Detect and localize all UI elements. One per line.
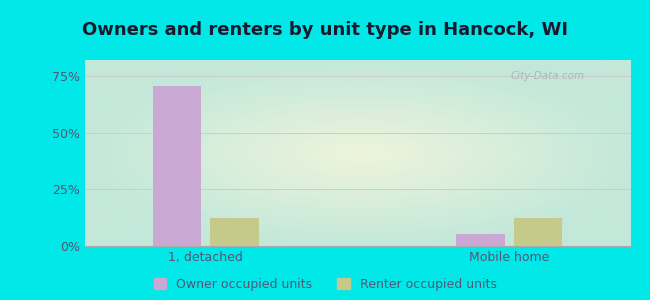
- Bar: [514, 218, 562, 246]
- Bar: [153, 86, 202, 246]
- Bar: [456, 234, 504, 246]
- Text: Owners and renters by unit type in Hancock, WI: Owners and renters by unit type in Hanco…: [82, 21, 568, 39]
- Legend: Owner occupied units, Renter occupied units: Owner occupied units, Renter occupied un…: [153, 278, 497, 291]
- Bar: [211, 218, 259, 246]
- Text: City-Data.com: City-Data.com: [510, 70, 584, 81]
